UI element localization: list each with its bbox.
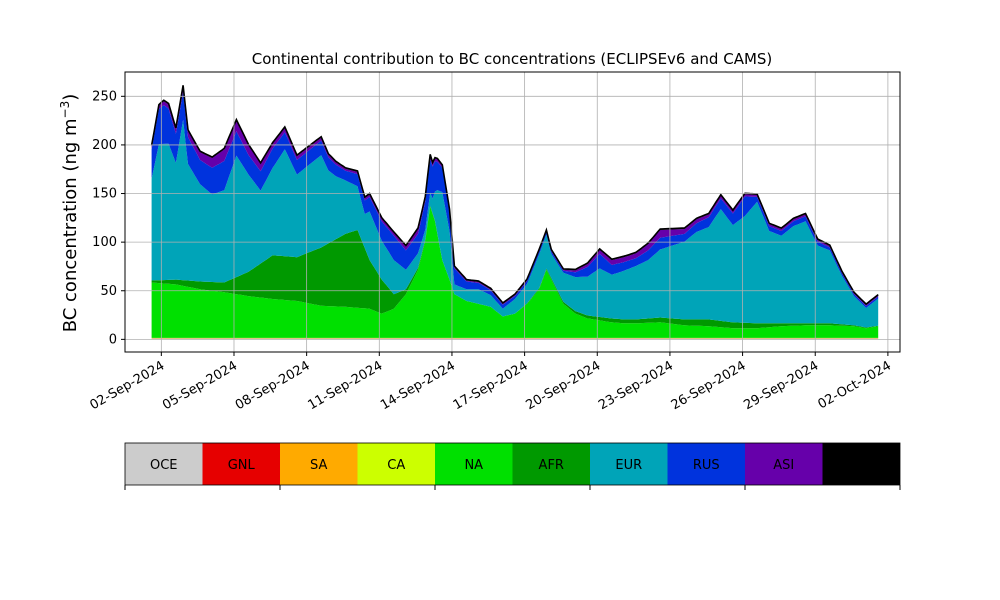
legend-swatch-asi — [745, 443, 823, 485]
x-tick-label: 11-Sep-2024 — [305, 358, 385, 413]
chart-title: Continental contribution to BC concentra… — [252, 50, 773, 68]
legend-label-aus: AUS — [848, 458, 875, 473]
colorbar-frame — [124, 442, 901, 486]
legend-label-oce: OCE — [150, 458, 178, 473]
y-axis-label: BC concentration (ng m−3) — [58, 94, 81, 333]
legend-swatch-afr — [512, 443, 590, 485]
plot-frame — [124, 71, 901, 353]
y-tick-label: 0 — [109, 332, 117, 347]
x-tick-label: 20-Sep-2024 — [523, 358, 603, 413]
plot-area: 0 50 100 150 200 250 02-Sep-202405-Sep-202408-… — [88, 71, 901, 413]
x-tick-label: 17-Sep-2024 — [451, 358, 531, 413]
legend-label-sa: SA — [310, 458, 327, 473]
legend-label-ca: CA — [387, 458, 405, 473]
x-tick-label: 26-Sep-2024 — [669, 358, 749, 413]
series-area-eur — [151, 119, 879, 328]
legend-label-na: NA — [464, 458, 483, 473]
legend-swatch-na — [435, 443, 513, 485]
legend-swatch-eur — [590, 443, 668, 485]
total-line — [150, 85, 879, 306]
series-area-sa — [151, 337, 879, 339]
legend-swatch-sa — [280, 443, 358, 485]
legend-swatch-gnl — [202, 443, 280, 485]
x-tick-label: 14-Sep-2024 — [378, 358, 458, 413]
legend-swatch-aus — [822, 443, 900, 485]
legend-label-asi: ASI — [773, 458, 794, 473]
legend-label-rus: RUS — [693, 458, 720, 473]
legend-swatch-ca — [357, 443, 435, 485]
x-tick-label: 02-Oct-2024 — [815, 358, 893, 412]
y-tick-label: 50 — [100, 284, 117, 299]
y-tick-label: 100 — [92, 235, 117, 250]
x-tick-label: 02-Sep-2024 — [88, 358, 168, 413]
legend-swatch-rus — [667, 443, 745, 485]
y-tick-label: 250 — [92, 89, 117, 104]
series-area-na — [151, 206, 879, 338]
legend-label-eur: EUR — [615, 458, 642, 473]
x-tick-label: 29-Sep-2024 — [741, 358, 821, 413]
colorbar-legend: OCE GNL SA CA NA AFR EUR RUS ASI AUS — [124, 442, 901, 490]
x-tick-label: 23-Sep-2024 — [596, 358, 676, 413]
y-tick-label: 200 — [92, 138, 117, 153]
y-tick-label: 150 — [92, 187, 117, 202]
legend-label-afr: AFR — [539, 458, 564, 473]
x-tick-label: 05-Sep-2024 — [160, 358, 240, 413]
series-area-afr — [151, 205, 879, 329]
legend-swatch-oce — [125, 443, 203, 485]
x-tick-label: 08-Sep-2024 — [233, 358, 313, 413]
legend-label-gnl: GNL — [228, 458, 256, 473]
